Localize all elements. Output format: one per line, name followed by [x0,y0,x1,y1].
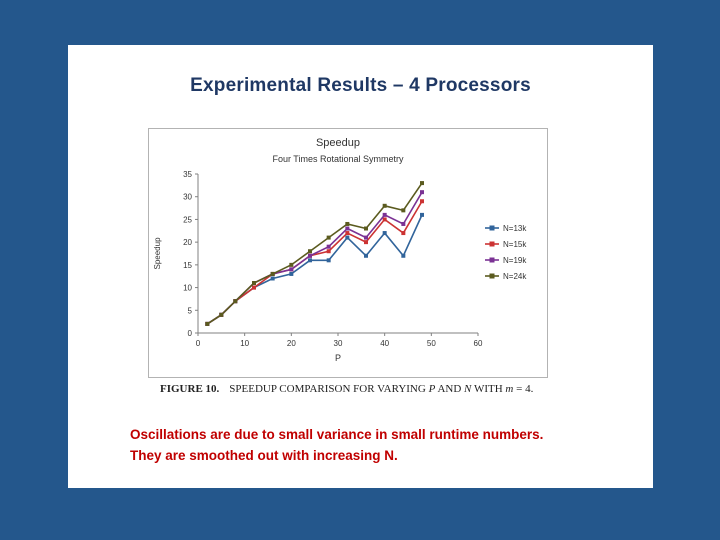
svg-text:40: 40 [380,339,389,348]
svg-text:15: 15 [183,261,192,270]
svg-text:N=15k: N=15k [503,240,527,249]
caption-text-3: WITH [471,383,506,395]
svg-text:10: 10 [183,284,192,293]
figure-caption: FIGURE 10. SPEEDUP COMPARISON FOR VARYING… [160,383,590,395]
svg-text:20: 20 [183,238,192,247]
svg-text:Speedup: Speedup [153,237,162,270]
speedup-chart: Speedup Four Times Rotational Symmetry 0 5 1… [148,128,548,378]
chart-svg: Speedup Four Times Rotational Symmetry 0 5 1… [148,128,548,378]
note-text: Oscillations are due to small variance i… [130,425,610,467]
svg-text:50: 50 [427,339,436,348]
svg-text:N=24k: N=24k [503,272,527,281]
svg-text:60: 60 [474,339,483,348]
svg-text:5: 5 [188,306,193,315]
svg-text:10: 10 [240,339,249,348]
svg-text:25: 25 [183,215,192,224]
svg-text:N=13k: N=13k [503,224,527,233]
svg-text:20: 20 [287,339,296,348]
caption-text-2: AND [435,383,465,395]
svg-text:30: 30 [183,193,192,202]
caption-var-n: N [464,383,472,395]
caption-text-1: SPEEDUP COMPARISON FOR VARYING [229,383,429,395]
svg-text:35: 35 [183,170,192,179]
svg-text:Speedup: Speedup [316,137,360,149]
slide-title: Experimental Results – 4 Processors [190,75,531,96]
note-line-2: They are smoothed out with increasing N. [130,447,398,463]
svg-text:P: P [335,353,341,363]
svg-text:Four Times Rotational Symmetry: Four Times Rotational Symmetry [272,154,404,164]
svg-text:30: 30 [334,339,343,348]
figure-label: FIGURE 10. [160,383,220,395]
caption-var-p: P [428,383,436,395]
svg-text:0: 0 [188,329,193,338]
svg-text:0: 0 [196,339,201,348]
slide: Experimental Results – 4 Processors Spee… [68,45,653,488]
svg-text:N=19k: N=19k [503,256,527,265]
caption-var-m: m [505,383,514,395]
note-line-1: Oscillations are due to small variance i… [130,427,544,442]
caption-text-4: = 4. [513,383,534,395]
